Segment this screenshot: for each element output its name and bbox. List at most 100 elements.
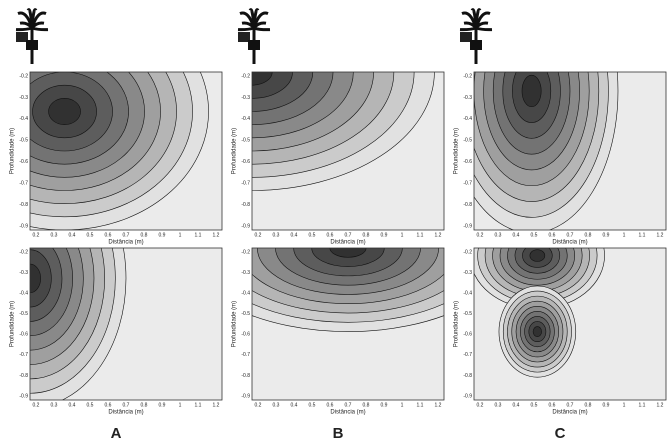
- x-tick-label: 1.2: [213, 232, 220, 238]
- panel-label: B: [333, 425, 344, 442]
- x-axis-label: Distância (m): [108, 410, 143, 416]
- x-tick-label: 0.8: [141, 402, 148, 408]
- x-axis-label: Distância (m): [330, 410, 365, 416]
- x-tick-label: 0.2: [255, 402, 262, 408]
- contour-plot: [445, 0, 666, 233]
- x-tick-label: 0.5: [531, 402, 538, 408]
- panel-label: C: [555, 425, 566, 442]
- x-tick-label: 0.7: [345, 402, 352, 408]
- y-tick-label: -0.8: [19, 373, 28, 379]
- y-axis-label: Profundidade (m): [10, 128, 16, 174]
- x-tick-label: 0.9: [381, 402, 388, 408]
- panel-label: A: [111, 425, 122, 442]
- y-tick-label: -0.8: [241, 373, 250, 379]
- y-tick-label: -0.5: [463, 138, 472, 144]
- y-tick-label: -0.8: [19, 202, 28, 208]
- x-tick-label: 0.5: [87, 232, 94, 238]
- y-tick-label: -0.6: [19, 332, 28, 338]
- y-tick-label: -0.9: [463, 393, 472, 399]
- x-tick-label: 0.2: [255, 232, 262, 238]
- y-tick-label: -0.9: [19, 393, 28, 399]
- y-tick-label: -0.2: [241, 73, 250, 79]
- x-tick-label: 1.1: [195, 232, 202, 238]
- y-tick-label: -0.3: [241, 95, 250, 101]
- x-tick-label: 0.6: [327, 232, 334, 238]
- x-tick-label: 0.3: [273, 402, 280, 408]
- x-tick-label: 0.7: [567, 232, 574, 238]
- x-tick-label: 0.4: [513, 232, 520, 238]
- x-tick-label: 0.3: [495, 232, 502, 238]
- x-tick-label: 1.1: [639, 232, 646, 238]
- contour-band: [522, 75, 541, 107]
- contour-band: [533, 327, 542, 337]
- y-tick-label: -0.2: [19, 249, 28, 255]
- x-tick-label: 0.4: [69, 232, 76, 238]
- y-tick-label: -0.8: [463, 202, 472, 208]
- x-tick-label: 1.2: [213, 402, 220, 408]
- x-tick-label: 1.1: [195, 402, 202, 408]
- x-tick-label: 0.6: [549, 402, 556, 408]
- plant-icon: [460, 10, 492, 64]
- x-tick-label: 0.4: [291, 232, 298, 238]
- x-tick-label: 1.1: [417, 232, 424, 238]
- x-tick-label: 0.8: [141, 232, 148, 238]
- y-tick-label: -0.4: [241, 290, 250, 296]
- plant-leaf: [238, 28, 254, 30]
- y-tick-label: -0.9: [463, 223, 472, 229]
- plant-base: [470, 40, 482, 50]
- x-tick-label: 0.6: [105, 402, 112, 408]
- y-tick-label: -0.7: [463, 180, 472, 186]
- y-tick-label: -0.9: [241, 393, 250, 399]
- y-tick-label: -0.7: [463, 352, 472, 358]
- y-tick-label: -0.4: [19, 116, 28, 122]
- y-tick-label: -0.5: [19, 311, 28, 317]
- x-tick-label: 0.7: [345, 232, 352, 238]
- plant-icon: [16, 10, 48, 64]
- y-tick-label: -0.3: [241, 270, 250, 276]
- x-tick-label: 0.9: [603, 402, 610, 408]
- plant-leaf: [32, 28, 48, 30]
- x-tick-label: 1.2: [657, 232, 664, 238]
- x-tick-label: 0.3: [273, 232, 280, 238]
- y-axis-label: Profundidade (m): [454, 301, 460, 347]
- y-tick-label: -0.4: [463, 290, 472, 296]
- x-tick-label: 0.7: [123, 402, 130, 408]
- x-tick-label: 0.3: [495, 402, 502, 408]
- x-tick-label: 0.3: [51, 402, 58, 408]
- y-tick-label: -0.5: [19, 138, 28, 144]
- y-tick-label: -0.3: [19, 95, 28, 101]
- y-tick-label: -0.6: [19, 159, 28, 165]
- x-tick-label: 1.1: [639, 402, 646, 408]
- contour-band: [530, 250, 545, 262]
- y-tick-label: -0.8: [241, 202, 250, 208]
- y-tick-label: -0.2: [463, 73, 472, 79]
- plant-leaf: [16, 28, 32, 30]
- x-tick-label: 0.8: [363, 402, 370, 408]
- x-tick-label: 1: [179, 402, 182, 408]
- y-tick-label: -0.2: [19, 73, 28, 79]
- x-tick-label: 1: [623, 402, 626, 408]
- y-tick-label: -0.9: [19, 223, 28, 229]
- x-tick-label: 1.2: [435, 232, 442, 238]
- x-tick-label: 0.9: [159, 402, 166, 408]
- x-tick-label: 0.9: [603, 232, 610, 238]
- contour-band: [49, 98, 81, 124]
- y-tick-label: -0.5: [241, 138, 250, 144]
- x-tick-label: 1: [401, 402, 404, 408]
- x-tick-label: 0.5: [531, 232, 538, 238]
- x-tick-label: 0.7: [567, 402, 574, 408]
- x-axis-label: Distância (m): [330, 240, 365, 246]
- x-tick-label: 0.5: [309, 402, 316, 408]
- y-axis-label: Profundidade (m): [454, 128, 460, 174]
- x-tick-label: 1.1: [417, 402, 424, 408]
- x-tick-label: 1.2: [657, 402, 664, 408]
- x-tick-label: 0.8: [585, 232, 592, 238]
- y-tick-label: -0.2: [463, 249, 472, 255]
- y-axis-label: Profundidade (m): [10, 301, 16, 347]
- y-tick-label: -0.6: [241, 159, 250, 165]
- y-tick-label: -0.3: [463, 270, 472, 276]
- y-tick-label: -0.9: [241, 223, 250, 229]
- y-tick-label: -0.2: [241, 249, 250, 255]
- x-tick-label: 0.8: [585, 402, 592, 408]
- y-tick-label: -0.7: [19, 180, 28, 186]
